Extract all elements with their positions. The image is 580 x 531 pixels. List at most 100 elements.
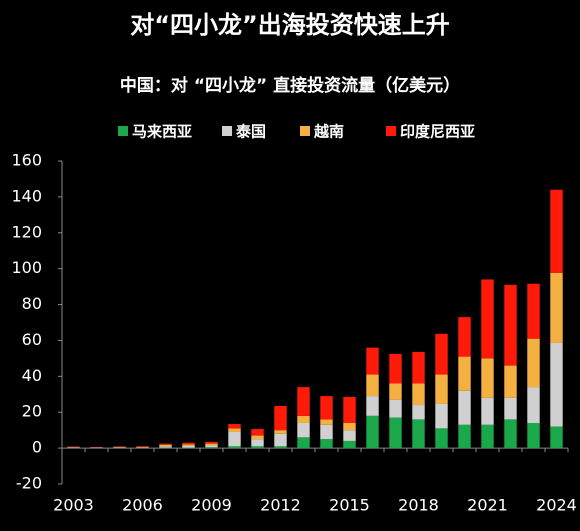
bar-segment xyxy=(182,445,195,448)
bar-segment xyxy=(228,428,241,432)
bar-segment xyxy=(343,430,356,441)
bar-segment xyxy=(458,317,471,357)
bar-segment xyxy=(389,353,402,384)
bar-segment xyxy=(504,397,517,420)
bar-segment xyxy=(251,446,264,449)
y-tick-label: 140 xyxy=(11,186,42,205)
bar-segment xyxy=(527,422,540,449)
bar-segment xyxy=(251,435,264,440)
bar-segment xyxy=(182,444,195,446)
bar-segment xyxy=(550,272,563,343)
bar-segment xyxy=(228,424,241,429)
bar-segment xyxy=(159,447,172,449)
y-tick-label: 80 xyxy=(22,294,42,313)
x-tick-label: 2018 xyxy=(398,496,439,515)
bar-segment xyxy=(527,338,540,388)
bar-segment xyxy=(435,403,448,429)
bar-segment xyxy=(67,447,80,448)
legend-label: 泰国 xyxy=(235,123,266,141)
bar-segment xyxy=(481,397,494,425)
x-tick-label: 2009 xyxy=(191,496,232,515)
bar-segment xyxy=(320,424,333,440)
bar-segment xyxy=(182,447,195,449)
bar-segment xyxy=(205,443,218,446)
legend-swatch xyxy=(386,126,396,136)
bar-segment xyxy=(320,396,333,420)
bar-segment xyxy=(504,419,517,449)
bar-segment xyxy=(435,428,448,449)
legend-swatch xyxy=(300,126,310,136)
y-tick-label: 60 xyxy=(22,330,42,349)
bar-segment xyxy=(228,431,241,447)
bar-segment xyxy=(320,419,333,425)
bar-segment xyxy=(159,446,172,448)
bar-segment xyxy=(297,415,310,423)
bar-segment xyxy=(550,189,563,273)
legend-label: 越南 xyxy=(313,123,344,141)
x-tick-label: 2015 xyxy=(329,496,370,515)
chart-subtitle: 中国：对 “四小龙” 直接投资流量（亿美元） xyxy=(120,75,460,96)
bar-segment xyxy=(205,447,218,449)
x-tick-label: 2012 xyxy=(260,496,301,515)
bar-segment xyxy=(527,283,540,339)
bar-segment xyxy=(205,445,218,448)
bar-segment xyxy=(159,444,172,447)
legend: 马来西亚 泰国 越南 印度尼西亚 xyxy=(118,123,475,141)
bar-segment xyxy=(366,347,379,375)
bar-segment xyxy=(504,365,517,398)
bar-segment xyxy=(550,426,563,449)
x-tick-label: 2003 xyxy=(53,496,94,515)
x-tick-label: 2024 xyxy=(536,496,577,515)
bar-segment xyxy=(366,396,379,416)
bar-segment xyxy=(435,333,448,375)
bar-segment xyxy=(481,358,494,398)
bar-segment xyxy=(481,424,494,449)
bar-segment xyxy=(67,446,80,448)
y-tick-label: 20 xyxy=(22,402,42,421)
bar-segment xyxy=(113,447,126,448)
bar-segment xyxy=(412,383,425,406)
y-tick-label: -20 xyxy=(16,474,42,493)
bar-segment xyxy=(320,439,333,449)
bar-segment xyxy=(412,351,425,384)
bar-segment xyxy=(136,446,149,447)
bar-segment xyxy=(182,442,195,445)
bar-segment xyxy=(458,356,471,391)
x-tick-label: 2006 xyxy=(122,496,163,515)
y-tick-label: 120 xyxy=(11,222,42,241)
bar-segment xyxy=(550,342,563,427)
bar-segment xyxy=(228,446,241,449)
chart-title: 对“四小龙”出海投资快速上升 xyxy=(130,11,450,39)
bar-segment xyxy=(458,424,471,449)
bar-segment xyxy=(389,383,402,400)
bar-segment xyxy=(366,415,379,449)
bar-segment xyxy=(113,446,126,447)
bar-segment xyxy=(389,417,402,449)
bar-segment xyxy=(251,439,264,447)
y-tick-label: 160 xyxy=(11,151,42,170)
y-tick-label: 100 xyxy=(11,258,42,277)
bar-segment xyxy=(458,390,471,425)
bar-segment xyxy=(527,387,540,423)
legend-swatch xyxy=(222,126,232,136)
bar-segment xyxy=(435,374,448,404)
bar-segment xyxy=(481,279,494,359)
bar-segment xyxy=(274,433,287,447)
bar-segment xyxy=(274,446,287,449)
bar-segment xyxy=(251,429,264,436)
y-tick-label: 0 xyxy=(32,438,42,457)
bar-segment xyxy=(274,405,287,431)
bar-segment xyxy=(297,437,310,449)
bar-segment xyxy=(159,443,172,445)
legend-label: 印度尼西亚 xyxy=(400,123,475,141)
bar-segment xyxy=(389,399,402,418)
bar-segment xyxy=(366,374,379,397)
bar-segment xyxy=(297,387,310,416)
bar-segment xyxy=(343,422,356,431)
bar-segment xyxy=(504,284,517,366)
legend-label: 马来西亚 xyxy=(132,123,192,141)
legend-swatch xyxy=(118,126,128,136)
bar-segment xyxy=(343,440,356,449)
bar-segment xyxy=(412,405,425,420)
